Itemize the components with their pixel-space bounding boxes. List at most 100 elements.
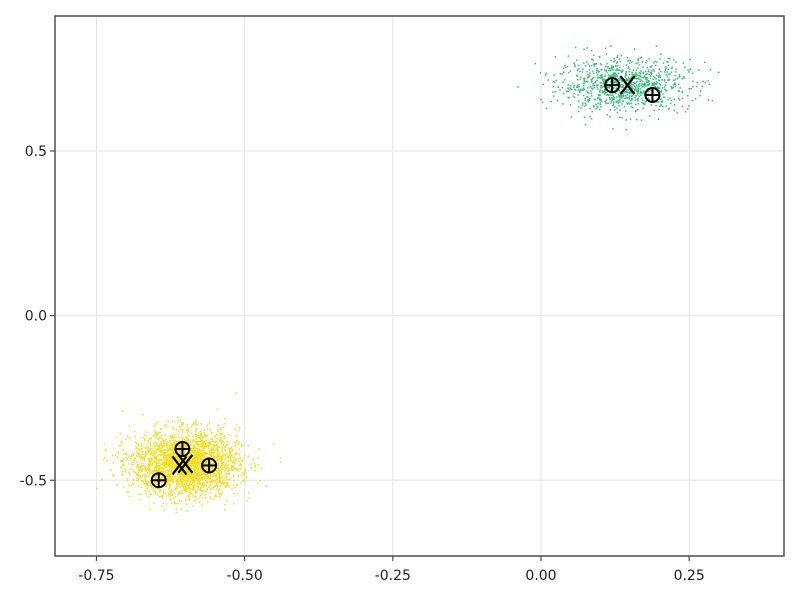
data-point bbox=[125, 456, 127, 459]
data-point bbox=[162, 468, 165, 470]
data-point bbox=[174, 475, 176, 478]
data-point bbox=[628, 68, 631, 71]
data-point bbox=[194, 423, 197, 425]
data-point bbox=[562, 92, 565, 95]
data-point bbox=[667, 61, 669, 64]
data-point bbox=[128, 484, 130, 486]
data-point bbox=[181, 489, 183, 492]
data-point bbox=[159, 467, 161, 469]
data-point bbox=[637, 88, 639, 90]
data-point bbox=[591, 80, 593, 82]
data-point bbox=[633, 74, 635, 77]
data-point bbox=[600, 69, 602, 71]
data-point bbox=[617, 100, 620, 102]
data-point bbox=[633, 48, 636, 50]
data-point bbox=[567, 84, 570, 86]
data-point bbox=[183, 460, 186, 462]
data-point bbox=[148, 450, 150, 452]
data-point bbox=[181, 480, 183, 482]
data-point bbox=[192, 495, 195, 497]
data-point bbox=[205, 460, 207, 463]
data-point bbox=[612, 94, 614, 97]
data-point bbox=[643, 76, 645, 78]
data-point bbox=[657, 86, 660, 89]
data-point bbox=[155, 470, 157, 473]
data-point bbox=[160, 437, 162, 439]
data-point bbox=[185, 436, 187, 439]
data-point bbox=[171, 450, 173, 452]
data-point bbox=[209, 462, 212, 465]
data-point bbox=[149, 469, 151, 472]
data-point bbox=[181, 480, 183, 483]
data-point bbox=[215, 482, 218, 485]
data-point bbox=[206, 442, 209, 444]
data-point bbox=[647, 97, 649, 100]
data-point bbox=[223, 482, 226, 484]
data-point bbox=[168, 474, 171, 476]
data-point bbox=[160, 458, 162, 461]
data-point bbox=[220, 471, 223, 473]
data-point bbox=[656, 101, 658, 103]
data-point bbox=[186, 479, 189, 481]
data-point bbox=[104, 448, 106, 451]
data-point bbox=[210, 432, 213, 434]
data-point bbox=[194, 483, 196, 486]
data-point bbox=[631, 85, 633, 88]
data-point bbox=[221, 449, 223, 452]
data-point bbox=[692, 80, 694, 83]
data-point bbox=[204, 462, 207, 465]
data-point bbox=[616, 111, 619, 114]
data-point bbox=[196, 424, 198, 426]
data-point bbox=[214, 435, 217, 437]
data-point bbox=[152, 502, 155, 504]
data-point bbox=[239, 457, 241, 459]
data-point bbox=[605, 86, 608, 88]
data-point bbox=[665, 81, 667, 84]
data-point bbox=[202, 472, 205, 474]
data-point bbox=[227, 456, 229, 459]
data-point bbox=[147, 474, 150, 477]
data-point bbox=[128, 495, 131, 498]
data-point bbox=[610, 65, 613, 67]
data-point bbox=[192, 471, 194, 473]
data-point bbox=[183, 485, 186, 488]
data-point bbox=[170, 448, 172, 451]
data-point bbox=[200, 479, 203, 481]
data-point bbox=[597, 84, 599, 86]
data-point bbox=[605, 69, 607, 71]
data-point bbox=[162, 461, 165, 463]
data-point bbox=[105, 450, 107, 452]
data-point bbox=[181, 476, 184, 478]
data-point bbox=[586, 47, 589, 49]
data-point bbox=[207, 474, 209, 476]
data-point bbox=[645, 80, 648, 82]
data-point bbox=[230, 465, 233, 467]
data-point bbox=[618, 58, 621, 60]
data-point bbox=[191, 440, 193, 442]
data-point bbox=[158, 453, 161, 456]
data-point bbox=[219, 432, 222, 435]
data-point bbox=[607, 69, 610, 72]
data-point bbox=[203, 447, 206, 450]
data-point bbox=[149, 447, 152, 450]
data-point bbox=[204, 494, 206, 496]
data-point bbox=[180, 473, 182, 476]
data-point bbox=[186, 478, 189, 480]
data-point bbox=[562, 81, 564, 83]
data-point bbox=[173, 420, 176, 423]
data-point bbox=[624, 73, 627, 75]
data-point bbox=[190, 464, 193, 467]
data-point bbox=[638, 74, 641, 77]
data-point bbox=[173, 448, 176, 450]
data-point bbox=[152, 471, 155, 473]
data-point bbox=[576, 78, 579, 81]
data-point bbox=[216, 443, 218, 445]
data-point bbox=[201, 496, 204, 499]
data-point bbox=[176, 456, 179, 459]
data-point bbox=[634, 95, 637, 97]
data-point bbox=[655, 105, 657, 107]
data-point bbox=[213, 472, 215, 475]
data-point bbox=[203, 441, 205, 443]
data-point bbox=[653, 99, 655, 101]
data-point bbox=[609, 75, 611, 77]
